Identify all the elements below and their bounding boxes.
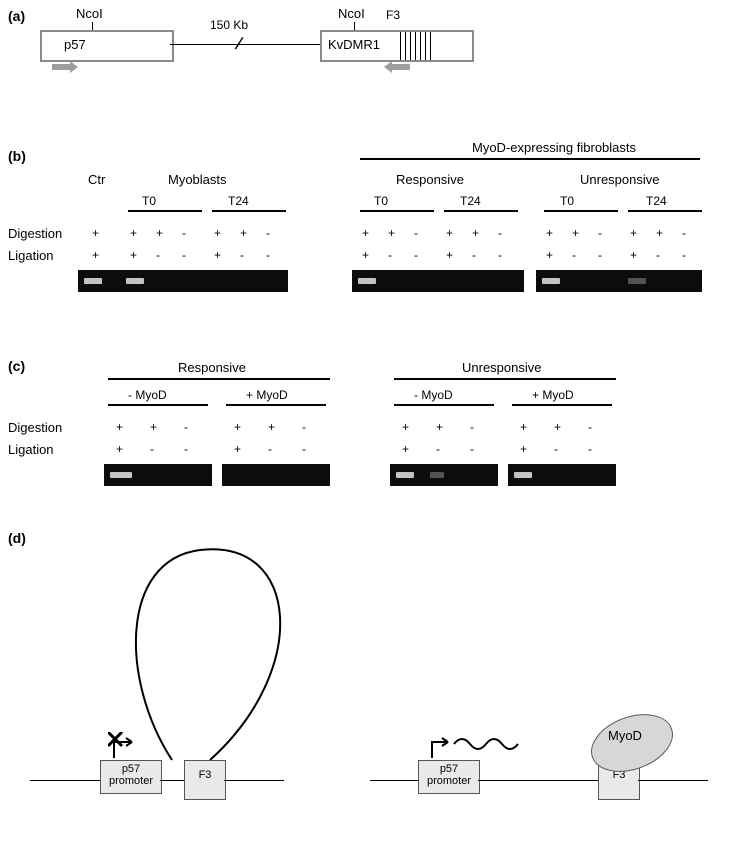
c-gel-3: [390, 464, 498, 486]
connector-line: [170, 44, 320, 45]
myod-header-bar: [360, 158, 700, 160]
ctr-label: Ctr: [88, 172, 105, 187]
d-right-baseline-2: [478, 780, 598, 781]
c-resp-plus: + MyoD: [246, 388, 288, 402]
d-left-baseline-2: [160, 780, 184, 781]
c-unresp-plus-bar: [512, 404, 612, 406]
panel-a-label: (a): [8, 8, 25, 24]
b-myo-t0: T0: [142, 194, 156, 208]
break-marks: //: [233, 36, 240, 54]
b-digestion-label: Digestion: [8, 226, 62, 241]
ncoi-left-label: NcoI: [76, 6, 103, 21]
b-resp-t24: T24: [460, 194, 481, 208]
d-myod-ellipse: [582, 708, 682, 778]
f3-top-label: F3: [386, 8, 400, 22]
d-right-arrow-rna: [426, 732, 546, 772]
c-responsive-label: Responsive: [178, 360, 246, 375]
b-myo-t24: T24: [228, 194, 249, 208]
c-unresponsive-label: Unresponsive: [462, 360, 542, 375]
b-myo-t24-bar: [212, 210, 286, 212]
b-myo-t0-bar: [128, 210, 202, 212]
distance-label: 150 Kb: [210, 18, 248, 32]
b-unresp-t0: T0: [560, 194, 574, 208]
myod-expr-header: MyoD-expressing fibroblasts: [472, 140, 636, 155]
b-unresp-t24: T24: [646, 194, 667, 208]
arrow-kv-head: [384, 61, 392, 73]
arrow-p57-stem: [52, 64, 70, 70]
b-unresp-t24-bar: [628, 210, 702, 212]
kvdmr1-hatch: [396, 32, 432, 60]
c-gel-1: [104, 464, 212, 486]
c-gel-2: [222, 464, 330, 486]
arrow-p57-head: [70, 61, 78, 73]
p57-box: [40, 30, 174, 62]
d-left-blocked-arrow: [108, 732, 158, 772]
b-gel-mid: [352, 270, 524, 292]
panel-c-label: (c): [8, 358, 25, 374]
myoblasts-label: Myoblasts: [168, 172, 227, 187]
panel-d-label: (d): [8, 530, 26, 546]
b-gel-right: [536, 270, 702, 292]
d-right-baseline-3: [638, 780, 708, 781]
b-ligation-label: Ligation: [8, 248, 54, 263]
d-left-baseline-3: [224, 780, 284, 781]
c-resp-minus-bar: [108, 404, 208, 406]
b-resp-t0: T0: [374, 194, 388, 208]
c-resp-bar: [108, 378, 330, 380]
c-ligation-label: Ligation: [8, 442, 54, 457]
panel-b-label: (b): [8, 148, 26, 164]
c-gel-4: [508, 464, 616, 486]
unresponsive-b-label: Unresponsive: [580, 172, 660, 187]
c-resp-minus: - MyoD: [128, 388, 167, 402]
ncoi-left-tick: [92, 22, 93, 30]
c-unresp-minus-bar: [394, 404, 494, 406]
p57-text: p57: [64, 37, 86, 52]
responsive-b-label: Responsive: [396, 172, 464, 187]
c-resp-plus-bar: [226, 404, 326, 406]
b-gel-left: [78, 270, 288, 292]
figure-page: (a) NcoI NcoI F3 p57 // 150 Kb KvDMR1 (b…: [0, 0, 742, 842]
c-digestion-label: Digestion: [8, 420, 62, 435]
c-unresp-bar: [394, 378, 616, 380]
d-myod-text: MyoD: [608, 728, 642, 743]
ncoi-right-tick: [354, 22, 355, 30]
b-resp-t0-bar: [360, 210, 434, 212]
b-resp-t24-bar: [444, 210, 518, 212]
arrow-kv-stem: [392, 64, 410, 70]
ncoi-right-label: NcoI: [338, 6, 365, 21]
kvdmr1-text: KvDMR1: [328, 37, 380, 52]
b-unresp-t0-bar: [544, 210, 618, 212]
c-unresp-plus: + MyoD: [532, 388, 574, 402]
c-unresp-minus: - MyoD: [414, 388, 453, 402]
